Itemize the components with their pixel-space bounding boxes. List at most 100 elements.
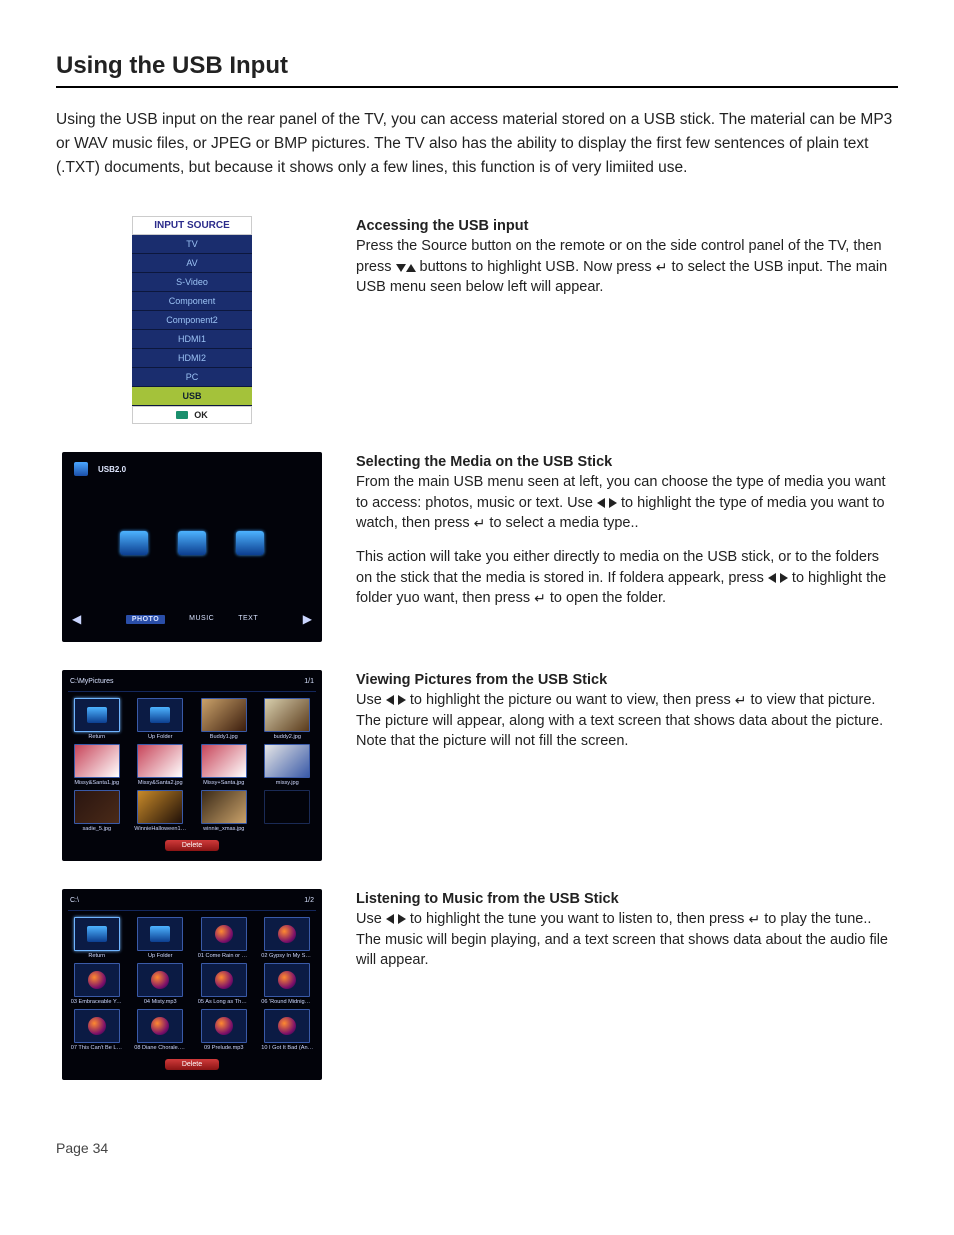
music-disc-icon bbox=[215, 1017, 233, 1035]
music-disc-icon bbox=[278, 971, 296, 989]
title-rule bbox=[56, 86, 898, 88]
left-triangle-icon bbox=[768, 573, 776, 583]
photo-grid: C:\MyPictures 1/1 Return Up Folder Buddy1.… bbox=[62, 670, 322, 861]
thumbnail-label: 10 I Got It Bad (And That... bbox=[261, 1045, 313, 1051]
thumbnail-box bbox=[74, 744, 120, 778]
thumbnail-box bbox=[201, 744, 247, 778]
text-accessing: Accessing the USB input Press the Source… bbox=[356, 216, 898, 311]
input-source-menu: INPUT SOURCE TVAVS-VideoComponentCompone… bbox=[132, 216, 252, 424]
music-tile-icon bbox=[178, 531, 206, 555]
picture-thumb-icon bbox=[202, 791, 246, 823]
right-arrow-icon: ▶ bbox=[303, 612, 312, 626]
music-disc-icon bbox=[278, 925, 296, 943]
thumbnail-box bbox=[201, 963, 247, 997]
thumbnail-box bbox=[137, 963, 183, 997]
heading-selecting: Selecting the Media on the USB Stick bbox=[356, 454, 612, 470]
figure-input-source: INPUT SOURCE TVAVS-VideoComponentCompone… bbox=[56, 216, 328, 424]
thumbnail-label: 01 Come Rain or Come S... bbox=[198, 953, 250, 959]
thumbnail-box bbox=[137, 698, 183, 732]
thumbnail: Buddy1.jpg bbox=[195, 698, 253, 740]
input-source-item: USB bbox=[132, 387, 252, 406]
input-source-title: INPUT SOURCE bbox=[132, 216, 252, 235]
thumbnail: buddy2.jpg bbox=[259, 698, 317, 740]
ok-icon bbox=[176, 411, 188, 419]
thumbnail-box bbox=[201, 917, 247, 951]
music-counter: 1/2 bbox=[304, 897, 314, 904]
thumbnail-label: 06 'Round Midnight.mp3 bbox=[261, 999, 313, 1005]
page-footer: Page 34 bbox=[56, 1140, 898, 1156]
thumbnail-box bbox=[264, 698, 310, 732]
thumbnail-box bbox=[74, 698, 120, 732]
nav-folder-icon bbox=[87, 926, 107, 942]
media-menu: USB2.0 ◀ PHOTOMUSICTEXT ▶ bbox=[62, 452, 322, 642]
music-disc-icon bbox=[88, 971, 106, 989]
music-grid: C:\ 1/2 ReturnUp Folder01 Come Rain or C… bbox=[62, 889, 322, 1080]
down-triangle-icon bbox=[396, 264, 406, 272]
text-tile-icon bbox=[236, 531, 264, 555]
photo-counter: 1/1 bbox=[304, 678, 314, 685]
thumbnail-label: 08 Diane Chorale.mp3 bbox=[134, 1045, 186, 1051]
picture-thumb-icon bbox=[138, 745, 182, 777]
sec2-p2c: to open the folder. bbox=[546, 590, 666, 606]
thumbnail-label: WinnieHalloween1.jpg bbox=[134, 826, 186, 832]
music-disc-icon bbox=[215, 971, 233, 989]
picture-thumb-icon bbox=[202, 745, 246, 777]
sec4-p1b: to highlight the tune you want to listen… bbox=[406, 911, 749, 927]
input-source-item: S-Video bbox=[132, 273, 252, 292]
section-accessing: INPUT SOURCE TVAVS-VideoComponentCompone… bbox=[56, 216, 898, 424]
section-listening: C:\ 1/2 ReturnUp Folder01 Come Rain or C… bbox=[56, 889, 898, 1080]
photo-tile-icon bbox=[120, 531, 148, 555]
thumbnail-label: buddy2.jpg bbox=[274, 734, 301, 740]
left-triangle-icon bbox=[386, 914, 394, 924]
heading-listening: Listening to Music from the USB Stick bbox=[356, 891, 619, 907]
thumbnail: winnie_xmas.jpg bbox=[195, 790, 253, 832]
thumbnail-label: 05 As Long as There's M... bbox=[198, 999, 250, 1005]
picture-thumb-icon bbox=[138, 791, 182, 823]
thumbnail-label: Missy&Santa2.jpg bbox=[138, 780, 183, 786]
figure-photo-grid: C:\MyPictures 1/1 Return Up Folder Buddy1.… bbox=[56, 670, 328, 861]
thumbnail-label: 03 Embraceable You.mp3 bbox=[71, 999, 123, 1005]
photo-path-label: C:\MyPictures bbox=[70, 678, 114, 685]
thumbnail-label: Up Folder bbox=[148, 953, 173, 959]
thumbnail-label: Missy+Santa.jpg bbox=[203, 780, 244, 786]
music-disc-icon bbox=[278, 1017, 296, 1035]
thumbnail: Up Folder bbox=[132, 698, 190, 740]
text-listening: Listening to Music from the USB Stick Us… bbox=[356, 889, 898, 984]
thumbnail-label: 07 This Can't Be Love.... bbox=[71, 1045, 123, 1051]
picture-thumb-icon bbox=[75, 745, 119, 777]
text-selecting: Selecting the Media on the USB Stick Fro… bbox=[356, 452, 898, 622]
thumbnail-label: missy.jpg bbox=[276, 780, 299, 786]
picture-thumb-icon bbox=[75, 791, 119, 823]
thumbnail bbox=[259, 790, 317, 832]
thumbnail: Missy&Santa1.jpg bbox=[68, 744, 126, 786]
thumbnail-box bbox=[74, 790, 120, 824]
thumbnail: 09 Prelude.mp3 bbox=[195, 1009, 253, 1051]
input-source-item: TV bbox=[132, 235, 252, 254]
thumbnail-box bbox=[137, 917, 183, 951]
thumbnail-box bbox=[201, 1009, 247, 1043]
thumbnail: 07 This Can't Be Love.... bbox=[68, 1009, 126, 1051]
thumbnail: Missy&Santa2.jpg bbox=[132, 744, 190, 786]
thumbnail-label: Buddy1.jpg bbox=[210, 734, 238, 740]
input-source-ok: OK bbox=[132, 406, 252, 424]
thumbnail: 08 Diane Chorale.mp3 bbox=[132, 1009, 190, 1051]
music-disc-icon bbox=[88, 1017, 106, 1035]
thumbnail-box bbox=[264, 790, 310, 824]
right-triangle-icon bbox=[398, 914, 406, 924]
thumbnail: missy.jpg bbox=[259, 744, 317, 786]
thumbnail: 05 As Long as There's M... bbox=[195, 963, 253, 1005]
picture-thumb-icon bbox=[265, 699, 309, 731]
thumbnail: 03 Embraceable You.mp3 bbox=[68, 963, 126, 1005]
text-viewing: Viewing Pictures from the USB Stick Use … bbox=[356, 670, 898, 765]
thumbnail-label: Return bbox=[88, 734, 105, 740]
music-disc-icon bbox=[151, 971, 169, 989]
heading-viewing: Viewing Pictures from the USB Stick bbox=[356, 672, 607, 688]
usb-icon bbox=[74, 462, 88, 476]
section-selecting: USB2.0 ◀ PHOTOMUSICTEXT ▶ Selecting the … bbox=[56, 452, 898, 642]
ok-label: OK bbox=[194, 410, 208, 420]
nav-folder-icon bbox=[87, 707, 107, 723]
thumbnail-box bbox=[264, 917, 310, 951]
thumbnail: 01 Come Rain or Come S... bbox=[195, 917, 253, 959]
thumbnail-label: Missy&Santa1.jpg bbox=[74, 780, 119, 786]
thumbnail-label: winnie_xmas.jpg bbox=[203, 826, 244, 832]
